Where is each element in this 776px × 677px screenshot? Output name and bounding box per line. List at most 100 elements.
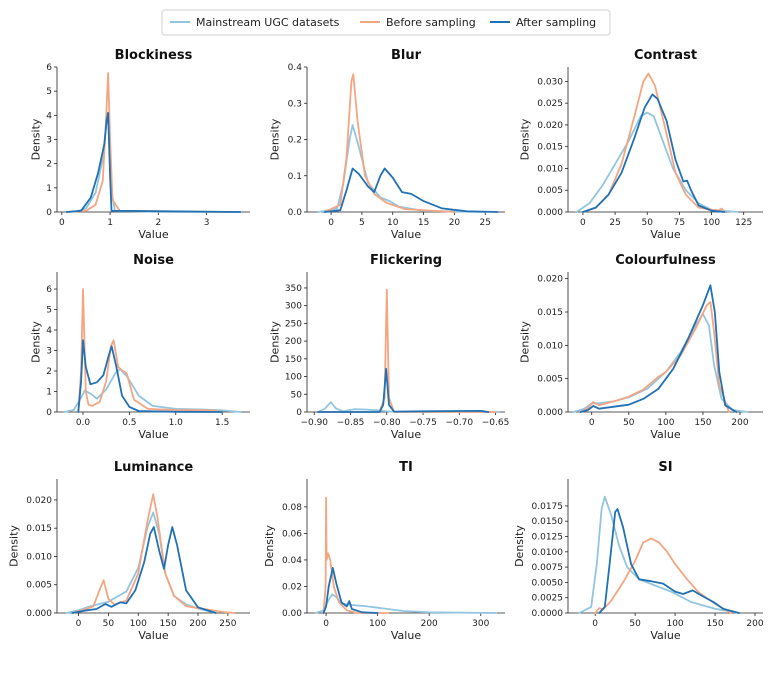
y-axis-label: Density <box>513 525 526 567</box>
y-tick-label: 0.010 <box>26 552 52 562</box>
x-axis-label: Value <box>138 228 168 241</box>
subplot-colourfulness: Colourfulness 0.000 0.005 0.010 0.015 0.020 0 5… <box>519 253 763 441</box>
x-axis-label: Value <box>650 228 680 241</box>
y-tick-label: 0.0025 <box>532 594 564 604</box>
y-tick-label: 0 <box>46 208 52 218</box>
x-tick-label: −0.85 <box>337 418 365 428</box>
y-tick-label: 4 <box>46 111 52 121</box>
y-tick-label: 6 <box>46 63 52 73</box>
legend-entry: Mainstream UGC datasets <box>196 16 340 29</box>
x-tick-label: 200 <box>746 619 763 629</box>
kde-line-before-sampling <box>594 537 732 614</box>
y-tick-label: 0.0000 <box>532 609 564 619</box>
y-tick-label: 5 <box>46 306 52 316</box>
kde-line-after-sampling <box>65 112 242 213</box>
y-tick-label: 0.020 <box>537 121 563 131</box>
x-tick-label: 0 <box>76 619 82 629</box>
y-tick-label: 200 <box>285 337 302 347</box>
x-tick-label: 150 <box>706 619 723 629</box>
x-tick-label: 0.5 <box>122 418 136 428</box>
y-tick-label: 0.3 <box>288 99 302 109</box>
kde-line-after-sampling <box>598 508 740 614</box>
subplot-noise: Noise 0 1 2 3 4 5 6 0.0 0.5 1.0 1.5 Value Density <box>30 253 250 441</box>
y-axis-label: Density <box>30 321 43 363</box>
y-tick-label: 0 <box>46 408 52 418</box>
y-axis-label: Density <box>519 118 532 160</box>
kde-line-after-sampling <box>71 526 217 614</box>
kde-line-before-sampling <box>316 288 497 413</box>
y-tick-label: 1 <box>46 388 52 398</box>
y-axis-label: Density <box>263 525 276 567</box>
kde-line-after-sampling <box>322 567 379 614</box>
y-tick-label: 0 <box>296 408 302 418</box>
x-tick-label: 50 <box>642 218 654 228</box>
x-tick-label: −0.90 <box>300 418 328 428</box>
panels: Blockiness 0 1 2 3 4 5 6 0 1 2 3 Value Density Blur 0.0… <box>8 48 764 642</box>
y-tick-label: 0.0150 <box>532 517 564 527</box>
y-tick-label: 250 <box>285 319 302 329</box>
y-tick-label: 0.00 <box>282 609 302 619</box>
y-tick-label: 4 <box>46 326 52 336</box>
x-tick-label: 100 <box>703 218 720 228</box>
y-tick-label: 0.010 <box>537 164 563 174</box>
legend-entry: After sampling <box>516 16 596 29</box>
y-tick-label: 100 <box>285 373 302 383</box>
x-tick-label: 0 <box>580 218 586 228</box>
x-tick-label: −0.80 <box>373 418 401 428</box>
x-tick-label: 200 <box>421 619 438 629</box>
subplot-ti: TI 0.00 0.02 0.04 0.06 0.08 0 100 200 300 Value Den… <box>263 460 505 642</box>
x-tick-label: 1 <box>107 218 113 228</box>
y-tick-label: 0.0175 <box>532 502 564 512</box>
x-tick-label: 50 <box>103 619 115 629</box>
y-tick-label: 5 <box>46 87 52 97</box>
kde-line-before-sampling <box>322 496 389 614</box>
panel-title: Luminance <box>114 460 194 475</box>
x-tick-label: 0 <box>328 218 334 228</box>
panel-title: SI <box>658 460 672 475</box>
x-axis-label: Value <box>650 629 680 642</box>
panel-title: Contrast <box>634 48 697 63</box>
y-tick-label: 0.015 <box>537 143 563 153</box>
kde-line-before-sampling <box>71 493 235 614</box>
panel-title: Blur <box>391 48 422 63</box>
x-tick-label: 0 <box>592 619 598 629</box>
x-tick-label: 250 <box>219 619 236 629</box>
y-tick-label: 0.04 <box>282 556 302 566</box>
x-tick-label: 10 <box>387 218 399 228</box>
subplot-contrast: Contrast 0.000 0.005 0.010 0.015 0.020 0.025 0.… <box>519 48 763 241</box>
y-tick-label: 0.015 <box>26 524 52 534</box>
kde-line-mainstream-ugc-datasets <box>578 495 740 614</box>
y-tick-label: 0.020 <box>26 496 52 506</box>
y-tick-label: 0.2 <box>288 136 302 146</box>
kde-line-after-sampling <box>316 367 490 413</box>
x-tick-label: −0.65 <box>482 418 510 428</box>
y-tick-label: 0.1 <box>288 172 302 182</box>
x-tick-label: 1.5 <box>215 418 229 428</box>
kde-line-after-sampling <box>582 93 726 213</box>
x-tick-label: 0.0 <box>76 418 91 428</box>
x-axis-label: Value <box>650 428 680 441</box>
y-tick-label: 0.000 <box>537 408 563 418</box>
y-tick-label: 3 <box>46 347 52 357</box>
y-tick-label: 0.0125 <box>532 533 564 543</box>
kde-line-mainstream-ugc-datasets <box>314 593 498 614</box>
legend-entry: Before sampling <box>386 16 476 29</box>
x-tick-label: 25 <box>609 218 620 228</box>
x-axis-label: Value <box>138 629 168 642</box>
kde-line-mainstream-ugc-datasets <box>65 511 217 614</box>
subplot-blur: Blur 0.0 0.1 0.2 0.3 0.4 0 5 10 15 20 25 Value Densit… <box>269 48 505 241</box>
kde-line-after-sampling <box>579 284 738 413</box>
x-tick-label: 100 <box>130 619 147 629</box>
y-tick-label: 0.06 <box>282 529 302 539</box>
x-tick-label: 150 <box>160 619 177 629</box>
x-tick-label: 50 <box>629 619 641 629</box>
x-tick-label: 25 <box>480 218 491 228</box>
subplot-blockiness: Blockiness 0 1 2 3 4 5 6 0 1 2 3 Value Density <box>30 48 250 241</box>
y-tick-label: 6 <box>46 285 52 295</box>
y-axis-label: Density <box>30 118 43 160</box>
y-tick-label: 0.02 <box>282 582 302 592</box>
x-tick-label: 300 <box>472 619 489 629</box>
y-tick-label: 300 <box>285 302 302 312</box>
kde-line-mainstream-ugc-datasets <box>65 114 242 213</box>
